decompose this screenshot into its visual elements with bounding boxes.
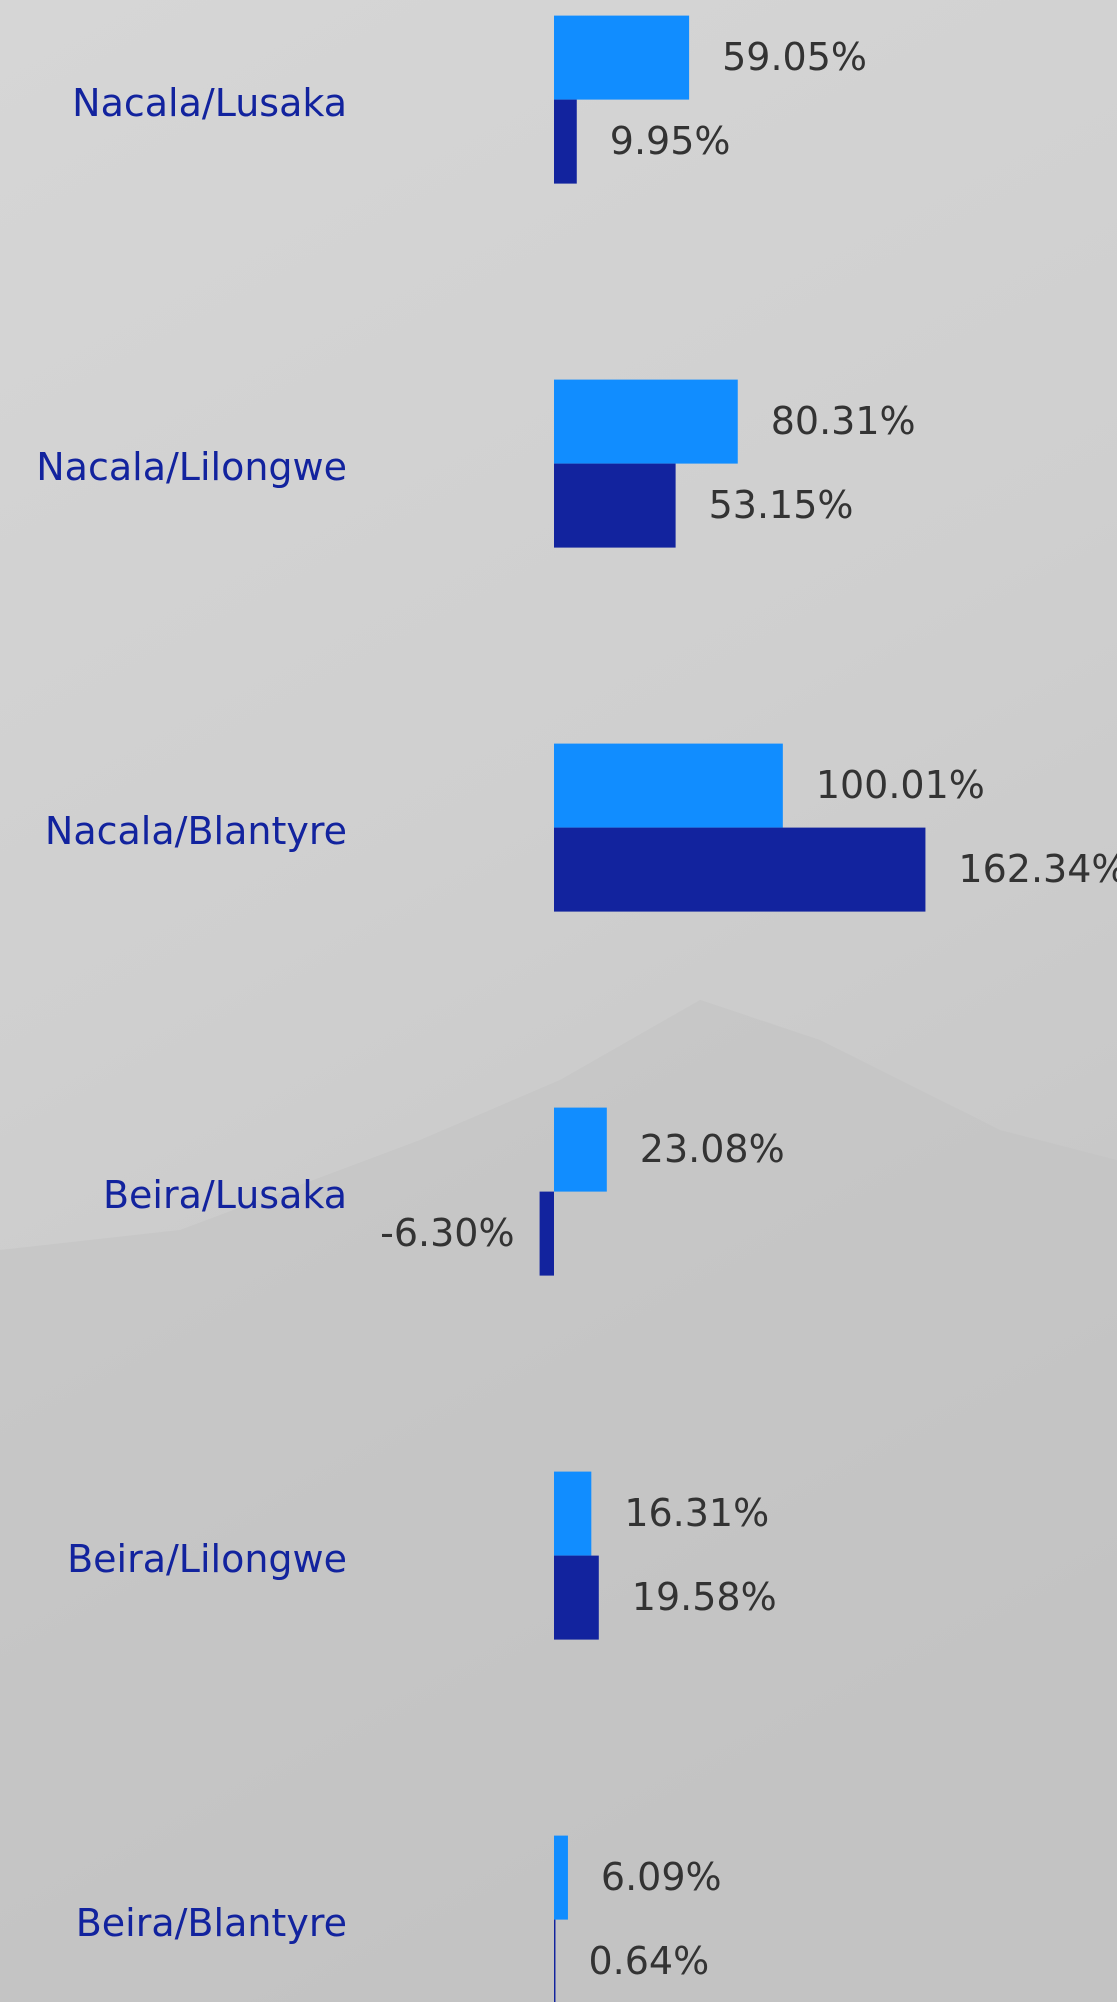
value-label: 53.15% [709, 483, 854, 527]
bar [554, 1835, 568, 1920]
value-label: 100.01% [816, 763, 985, 807]
bar [554, 379, 738, 464]
value-label: 23.08% [640, 1127, 785, 1171]
bar [554, 15, 690, 100]
category-label: Beira/Blantyre [76, 1901, 347, 1945]
category-label: Beira/Lusaka [103, 1173, 347, 1217]
value-label: 6.09% [601, 1855, 722, 1899]
bar [554, 1107, 607, 1192]
bar [554, 743, 783, 828]
bar [554, 1555, 599, 1640]
category-label: Beira/Lilongwe [67, 1537, 347, 1581]
bar [554, 827, 926, 912]
category-label: Nacala/Lilongwe [36, 445, 347, 489]
bar [554, 1471, 592, 1556]
value-label: 162.34% [958, 847, 1117, 891]
value-label: -6.30% [380, 1211, 514, 1255]
value-label: 19.58% [632, 1575, 777, 1619]
value-label: 16.31% [624, 1491, 769, 1535]
value-label: 0.64% [588, 1939, 709, 1983]
bar [539, 1191, 554, 1276]
bar [554, 99, 577, 184]
category-label: Nacala/Blantyre [45, 809, 347, 853]
bar [554, 1919, 556, 2002]
category-label: Nacala/Lusaka [72, 81, 347, 125]
value-label: 80.31% [771, 399, 916, 443]
bar [554, 463, 676, 548]
value-label: 59.05% [722, 35, 867, 79]
value-label: 9.95% [610, 119, 731, 163]
